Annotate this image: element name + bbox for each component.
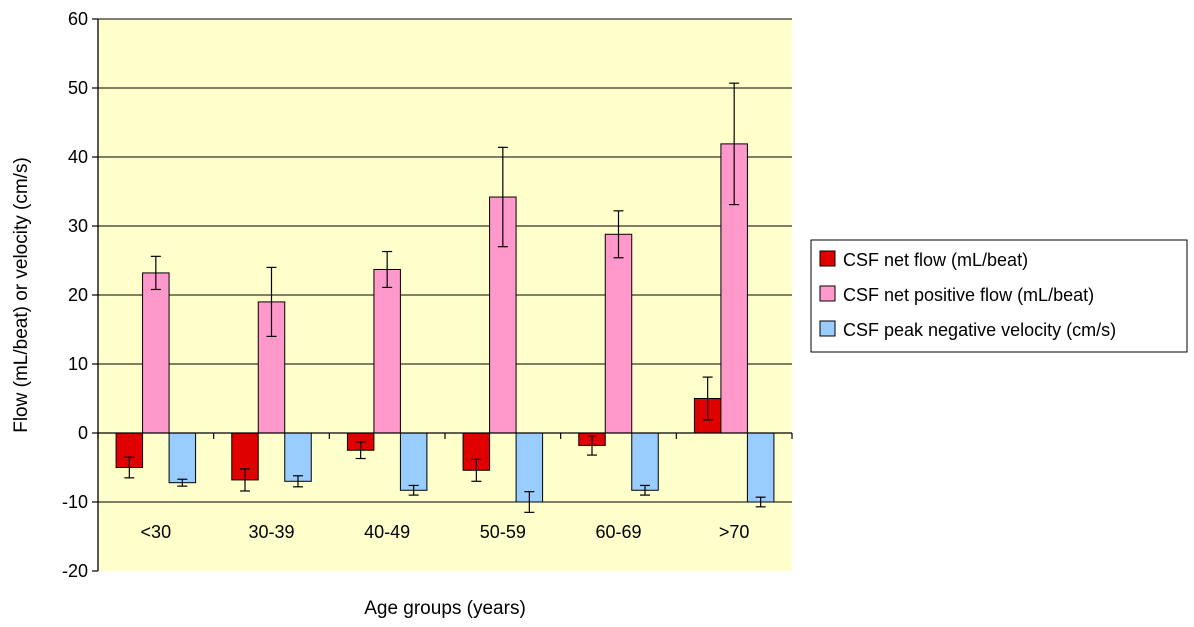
bar: [604, 233, 633, 434]
x-axis-title: Age groups (years): [364, 598, 526, 619]
y-tick-label: 30: [68, 216, 88, 236]
x-tick-label: 30-39: [248, 522, 294, 542]
error-bars: [124, 82, 766, 513]
legend: CSF net flow (mL/beat) CSF net positive …: [810, 239, 1188, 353]
y-tick-label: 40: [68, 147, 88, 167]
bar: [284, 432, 312, 482]
y-axis-title: Flow (mL/beat) or velocity (cm/s): [11, 157, 32, 433]
x-tick-label: >70: [719, 522, 750, 542]
legend-label-net-flow: CSF net flow (mL/beat): [843, 250, 1028, 270]
x-tick-label: <30: [141, 522, 172, 542]
legend-label-net-positive-flow: CSF net positive flow (mL/beat): [843, 285, 1094, 305]
x-tick-label: 50-59: [480, 522, 526, 542]
bar: [399, 432, 428, 491]
legend-swatch-net-positive-flow: [819, 285, 836, 302]
y-tick-label: 10: [68, 354, 88, 374]
legend-swatch-peak-negative-velocity: [819, 320, 836, 337]
x-tick-label: 40-49: [364, 522, 410, 542]
bar: [142, 272, 170, 434]
bar: [168, 432, 197, 484]
legend-box: [810, 239, 1188, 353]
y-tick-label: 20: [68, 285, 88, 305]
y-tick-labels: 60 50 40 30 20 10 0 -10 -20: [62, 9, 88, 581]
axes: [92, 18, 793, 572]
x-tick-labels: <30 30-39 40-49 50-59 60-69 >70: [141, 522, 750, 542]
y-tick-label: 50: [68, 78, 88, 98]
legend-swatch-net-flow: [819, 250, 836, 267]
y-tick-label: -10: [62, 492, 88, 512]
bar: [746, 432, 775, 503]
bar: [631, 432, 659, 491]
x-tick-label: 60-69: [595, 522, 641, 542]
legend-label-peak-negative-velocity: CSF peak negative velocity (cm/s): [843, 320, 1116, 340]
bar: [373, 268, 401, 434]
y-tick-label: 0: [78, 423, 88, 443]
y-tick-label: 60: [68, 9, 88, 29]
y-tick-label: -20: [62, 561, 88, 581]
